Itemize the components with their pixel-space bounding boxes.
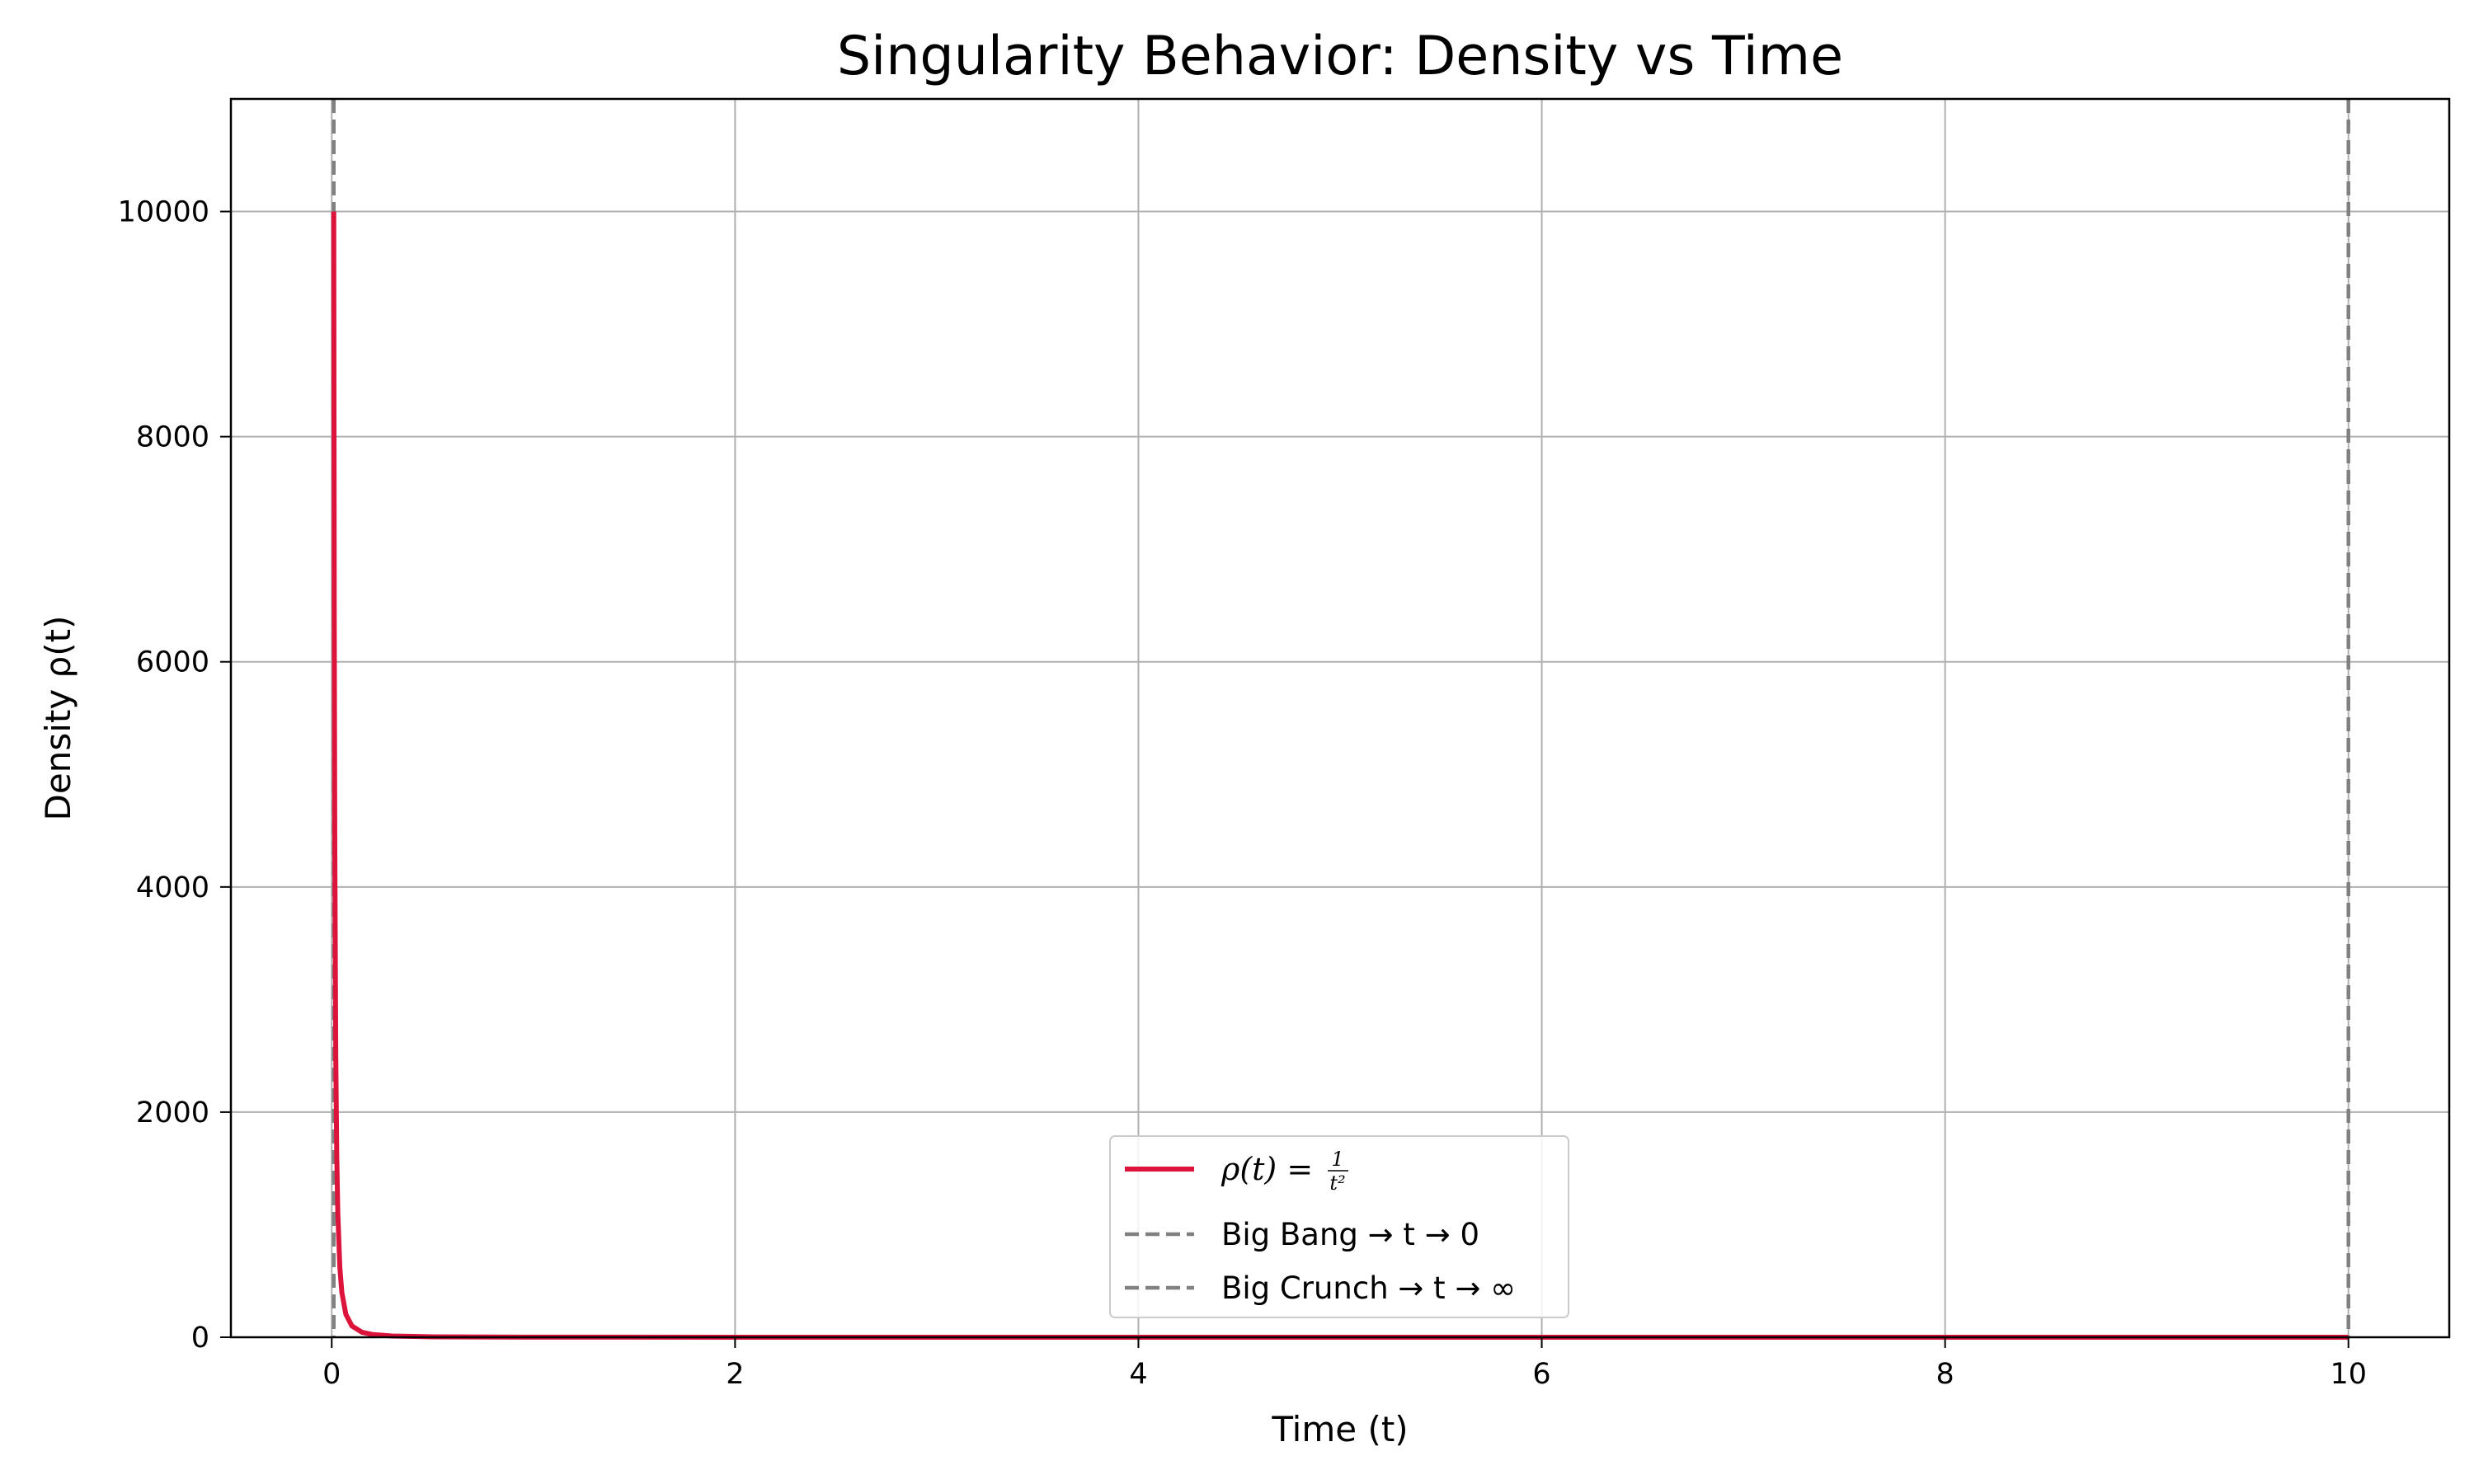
legend-formula-denominator: t² [1329,1172,1345,1195]
x-tick-label: 6 [1532,1358,1550,1391]
x-tick-label: 2 [726,1358,744,1391]
legend-label-density: ρ(t) = 1 t² [1221,1148,1348,1195]
legend-label-big-crunch: Big Crunch → t → ∞ [1221,1270,1516,1306]
legend-formula-numerator: 1 [1331,1148,1343,1171]
y-tick-label: 0 [191,1322,209,1355]
legend-box [1109,1135,1569,1318]
y-tick-label: 10000 [118,196,209,229]
y-axis-title: Density ρ(t) [38,616,78,821]
x-tick-label: 8 [1935,1358,1954,1391]
x-tick-label: 10 [2330,1358,2367,1391]
x-tick-label: 4 [1129,1358,1147,1391]
legend-formula-main: ρ(t) = [1221,1151,1313,1187]
y-tick-label: 4000 [136,871,209,904]
y-tick-label: 2000 [136,1097,209,1129]
chart-title: Singularity Behavior: Density vs Time [837,26,1843,87]
legend: ρ(t) = 1 t² Big Bang → t → 0 Big Crunch … [1109,1135,1569,1318]
y-tick-label: 8000 [136,421,209,454]
legend-label-big-bang: Big Bang → t → 0 [1221,1217,1479,1252]
plot-area-frame [229,97,2451,1339]
x-tick-label: 0 [322,1358,341,1391]
axis-ticks: 0 2 4 6 8 10 0 2000 4000 6000 8000 10000 [118,196,2367,1391]
y-tick-label: 6000 [136,646,209,679]
x-axis-title: Time (t) [1271,1409,1408,1449]
